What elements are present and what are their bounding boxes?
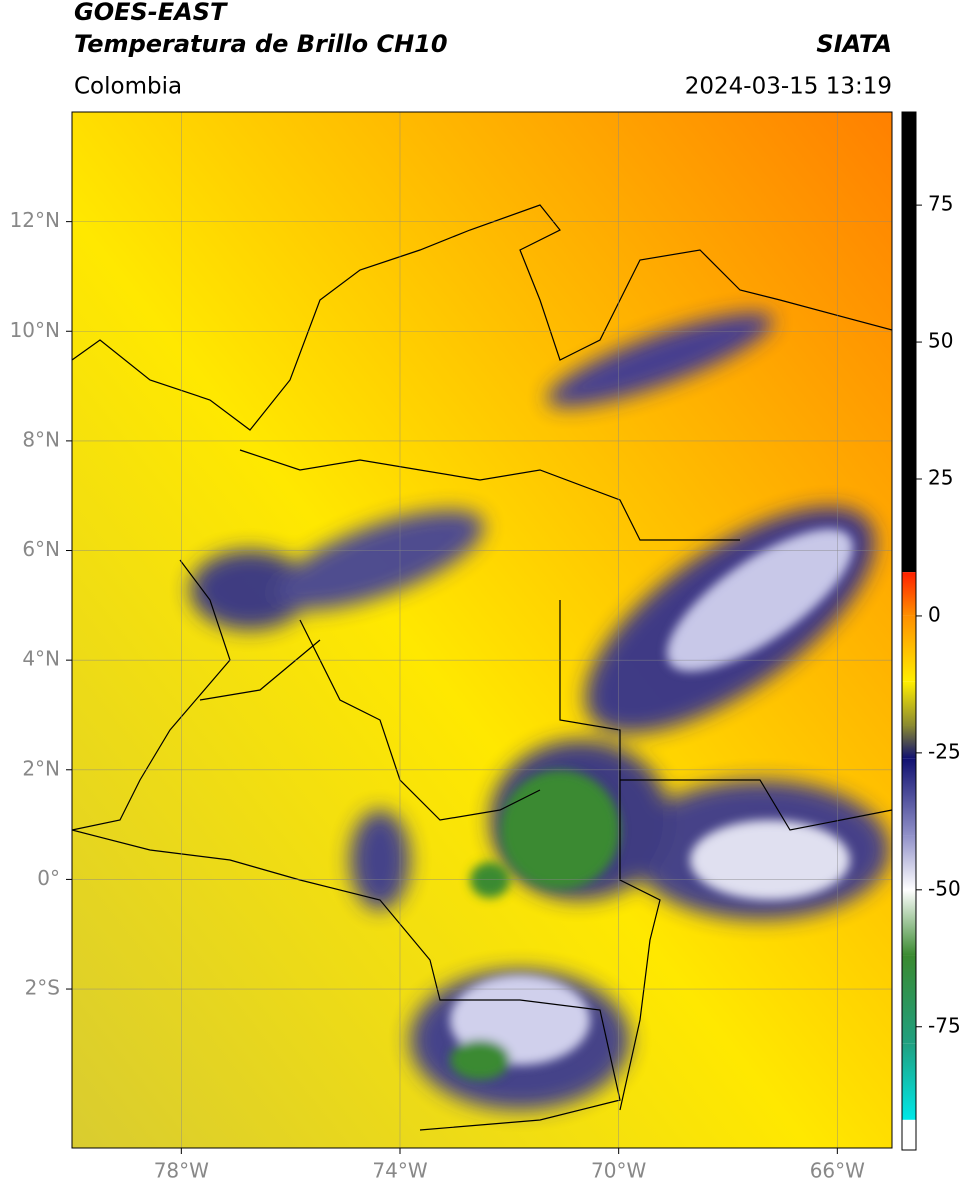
colorbar-segment (902, 725, 916, 759)
colorbar-frame (901, 111, 917, 1151)
title: GOES-EAST (74, 0, 228, 26)
lat-tick-label: 2°S (25, 976, 60, 1000)
colorbar-tick-label: 0 (928, 602, 941, 626)
lon-tick-label: 74°W (372, 1159, 427, 1183)
colorbar-segment (902, 835, 916, 890)
lon-tick-label: 78°W (154, 1159, 209, 1183)
colorbar-segment (902, 112, 916, 573)
colorbar-tick-label: 50 (928, 329, 953, 353)
satellite-image (72, 112, 892, 1148)
colorbar-segment (902, 681, 916, 726)
lat-tick-label: 12°N (10, 208, 60, 232)
map-frame (71, 111, 893, 1149)
lat-tick-label: 10°N (10, 318, 60, 342)
subtitle: Temperatura de Brillo CH10 (74, 30, 448, 58)
colorbar-segment (902, 1043, 916, 1120)
colorbar-tick-label: -25 (928, 739, 961, 763)
colorbar-segment (902, 572, 916, 616)
colorbar-segment (902, 889, 916, 956)
lon-tick-label: 70°W (591, 1159, 646, 1183)
timestamp: 2024-03-15 13:19 (685, 74, 892, 100)
lat-tick-label: 8°N (22, 427, 60, 451)
colorbar-segment (902, 955, 916, 1044)
colorbar-tick-label: -75 (928, 1013, 961, 1037)
source: SIATA (816, 30, 892, 58)
colorbar-segment (902, 615, 916, 682)
colorbar-segment (902, 758, 916, 836)
lon-tick-label: 66°W (810, 1159, 865, 1183)
lat-tick-label: 4°N (22, 647, 60, 671)
lat-tick-label: 2°N (22, 756, 60, 780)
lat-tick-label: 0° (37, 866, 60, 890)
colorbar-tick-label: -50 (928, 876, 961, 900)
colorbar-tick-label: 25 (928, 465, 953, 489)
colorbar-tick-label: 75 (928, 192, 953, 216)
region: Colombia (74, 74, 182, 100)
colorbar-segment (902, 1119, 916, 1150)
lat-tick-label: 6°N (22, 537, 60, 561)
